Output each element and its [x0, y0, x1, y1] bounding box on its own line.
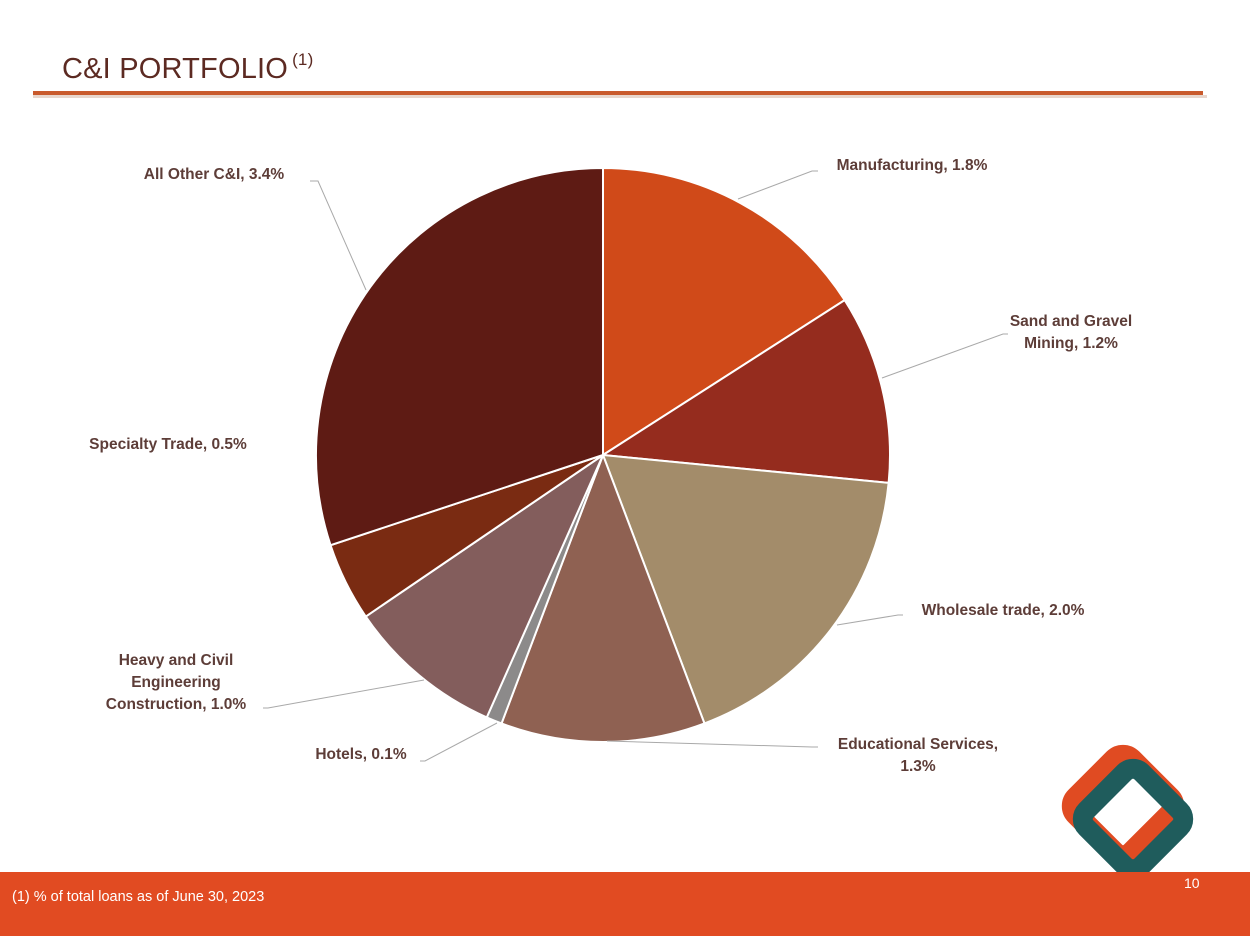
footnote: (1) % of total loans as of June 30, 2023	[12, 889, 265, 905]
data-label-hotels: Hotels, 0.1%	[315, 746, 407, 763]
pie-slice-heavy-and-civil-engineering-construction	[364, 452, 606, 719]
pie-slice-educational-services	[500, 452, 706, 743]
data-label-heavy-and-civil-engineering-construction: Heavy and Civil Engineering Construction, …	[106, 652, 247, 713]
data-label-all-other-c-i: All Other C&I, 3.4%	[144, 166, 285, 183]
data-label-wholesale-trade: Wholesale trade, 2.0%	[922, 602, 1085, 619]
pie-chart: Manufacturing, 1.8% Sand and Gravel Mining…	[89, 157, 1132, 775]
leader-line-manufacturing	[737, 170, 818, 200]
data-label-educational-services: Educational Services, 1.3%	[838, 736, 998, 775]
title-divider-shadow	[33, 95, 1207, 98]
leader-line-heavy-and-civil-engineering-construction	[263, 679, 425, 709]
diamond-logo-icon	[1061, 744, 1194, 880]
leader-line-sand-and-gravel-mining	[881, 333, 1008, 379]
pie-slice-all-other-c-i	[315, 166, 604, 547]
page-title: C&I PORTFOLIO (1)	[62, 50, 313, 86]
leader-line-educational-services	[606, 740, 818, 748]
title-footnote-marker: (1)	[292, 50, 314, 69]
leader-line-all-other-c-i	[310, 180, 367, 291]
leader-line-wholesale-trade	[836, 614, 903, 626]
data-label-manufacturing: Manufacturing, 1.8%	[837, 157, 988, 174]
page-title-text: C&I PORTFOLIO	[62, 53, 289, 85]
data-label-sand-and-gravel-mining: Sand and Gravel Mining, 1.2%	[1010, 313, 1132, 352]
leader-line-hotels	[420, 722, 498, 762]
logo-teal-diamond	[1072, 758, 1194, 880]
pie-slice-sand-and-gravel-mining	[600, 298, 891, 484]
data-label-specialty-trade: Specialty Trade, 0.5%	[89, 436, 247, 453]
title-divider	[33, 91, 1203, 95]
pie-slice-manufacturing	[602, 166, 847, 457]
page-number: 10	[1184, 875, 1200, 891]
pie-slice-wholesale-trade	[601, 453, 890, 725]
footer-bar	[0, 872, 1250, 936]
